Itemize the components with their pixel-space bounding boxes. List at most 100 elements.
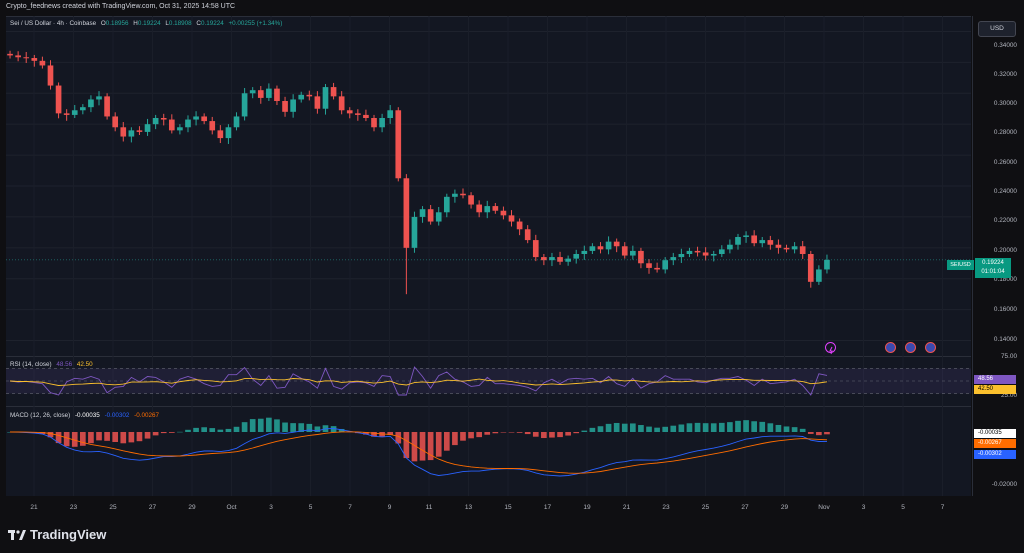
macd-histogram-bar (735, 420, 741, 432)
candle (233, 116, 240, 128)
candle (759, 240, 766, 244)
macd-histogram-bar (541, 432, 547, 439)
time-tick: Oct (226, 504, 237, 511)
macd-line-value: -0.00302 (104, 412, 130, 419)
candle (460, 193, 466, 196)
candle (387, 110, 394, 118)
candle (452, 193, 458, 197)
time-tick: 11 (425, 504, 433, 511)
rsi-label[interactable]: RSI (14, close) (10, 361, 52, 368)
macd-histogram-bar (144, 432, 151, 439)
macd-histogram-bar (791, 427, 798, 432)
macd-histogram-bar (646, 426, 652, 432)
macd-histogram-bar (751, 421, 757, 432)
macd-histogram-bar (452, 432, 458, 446)
macd-label[interactable]: MACD (12, 26, close) (10, 412, 71, 419)
candle (605, 241, 612, 250)
macd-histogram-bar (193, 427, 199, 432)
macd-histogram-bar (282, 422, 288, 432)
symbol-title[interactable]: Sei / US Dollar · 4h · Coinbase (10, 20, 97, 27)
macd-histogram-bar (670, 425, 677, 432)
candle (654, 267, 660, 270)
open-label: O (100, 20, 106, 27)
candle (7, 53, 13, 56)
dividend-event-icon[interactable] (825, 342, 836, 355)
macd-tick: -0.02000 (991, 481, 1017, 488)
tradingview-brand: TradingView (30, 527, 107, 542)
candle (468, 195, 474, 205)
candle (775, 244, 782, 248)
candle (516, 221, 523, 230)
macd-histogram-bar (112, 432, 119, 442)
candle (128, 130, 135, 137)
chart-canvas[interactable] (6, 16, 971, 496)
macd-histogram-bar (249, 419, 256, 432)
low-value: 0.18908 (168, 20, 192, 27)
price-axis[interactable]: 0.34000 0.32000 0.30000 0.28000 0.26000 … (972, 16, 1024, 496)
macd-histogram-bar (686, 423, 693, 432)
rsi-tick: 75.00 (1001, 353, 1017, 360)
macd-histogram-bar (807, 432, 814, 434)
economic-event-icon[interactable] (925, 342, 936, 353)
bar-countdown: 01:01:04 (981, 269, 1005, 275)
candle (266, 88, 272, 98)
candle (330, 87, 337, 97)
macd-histogram-bar (201, 427, 207, 432)
macd-histogram-bar (80, 432, 86, 446)
price-tick: 0.24000 (993, 188, 1017, 195)
candle (694, 250, 701, 253)
macd-histogram-bar (727, 422, 733, 432)
candle (225, 127, 232, 139)
macd-signal-line (10, 431, 828, 474)
macd-histogram-bar (266, 417, 272, 432)
candle (120, 127, 127, 137)
macd-histogram-bar (136, 432, 143, 442)
candle (508, 215, 515, 222)
time-tick: 21 (622, 504, 631, 511)
macd-histogram-bar (524, 432, 531, 435)
currency-button[interactable]: USD (978, 21, 1016, 37)
economic-event-icon[interactable] (885, 342, 896, 353)
macd-histogram-bar (532, 432, 539, 437)
candle (524, 229, 531, 241)
price-tick: 0.34000 (993, 42, 1017, 49)
candle (298, 94, 305, 100)
candle (727, 244, 733, 250)
candle (338, 96, 345, 111)
time-tick: 23 (69, 504, 78, 511)
macd-histogram-bar (630, 423, 636, 432)
candle (816, 269, 822, 282)
macd-histogram-bar (120, 432, 127, 444)
macd-histogram-bar (775, 424, 782, 432)
price-tick: 0.26000 (993, 159, 1017, 166)
time-axis[interactable]: 21 23 25 27 29 Oct 3 5 7 9 11 13 15 17 19 21 23 25 27 29 Nov… (6, 496, 971, 518)
macd-histogram-bar (678, 424, 685, 432)
macd-histogram-bar (743, 420, 749, 432)
macd-hist-value: -0.00035 (74, 412, 100, 419)
time-tick: 13 (464, 504, 473, 511)
time-tick: 25 (701, 504, 710, 511)
rsi-pane[interactable] (6, 356, 971, 407)
macd-histogram-bar (338, 428, 345, 432)
macd-histogram-bar (306, 423, 313, 432)
candle (743, 235, 749, 237)
macd-histogram-bar (710, 423, 717, 432)
macd-histogram-bar (185, 429, 191, 432)
rsi-line (9, 366, 828, 396)
tradingview-logo[interactable]: TradingView (8, 527, 106, 542)
macd-histogram-bar (387, 432, 394, 435)
price-tick: 0.30000 (993, 100, 1017, 107)
macd-histogram-bar (759, 421, 766, 432)
macd-histogram-bar (516, 432, 523, 433)
candle (55, 85, 62, 114)
candle (185, 119, 191, 128)
macd-pane[interactable] (6, 406, 971, 497)
candle (718, 249, 725, 254)
macd-histogram-bar (290, 423, 296, 432)
rsi-ma-line (9, 378, 828, 386)
economic-event-icon[interactable] (905, 342, 916, 353)
rsi-ma-tag: 42.50 (974, 385, 1016, 394)
candle (96, 96, 102, 100)
rsi-tick: 25.00 (1001, 392, 1017, 399)
candle (678, 254, 685, 258)
